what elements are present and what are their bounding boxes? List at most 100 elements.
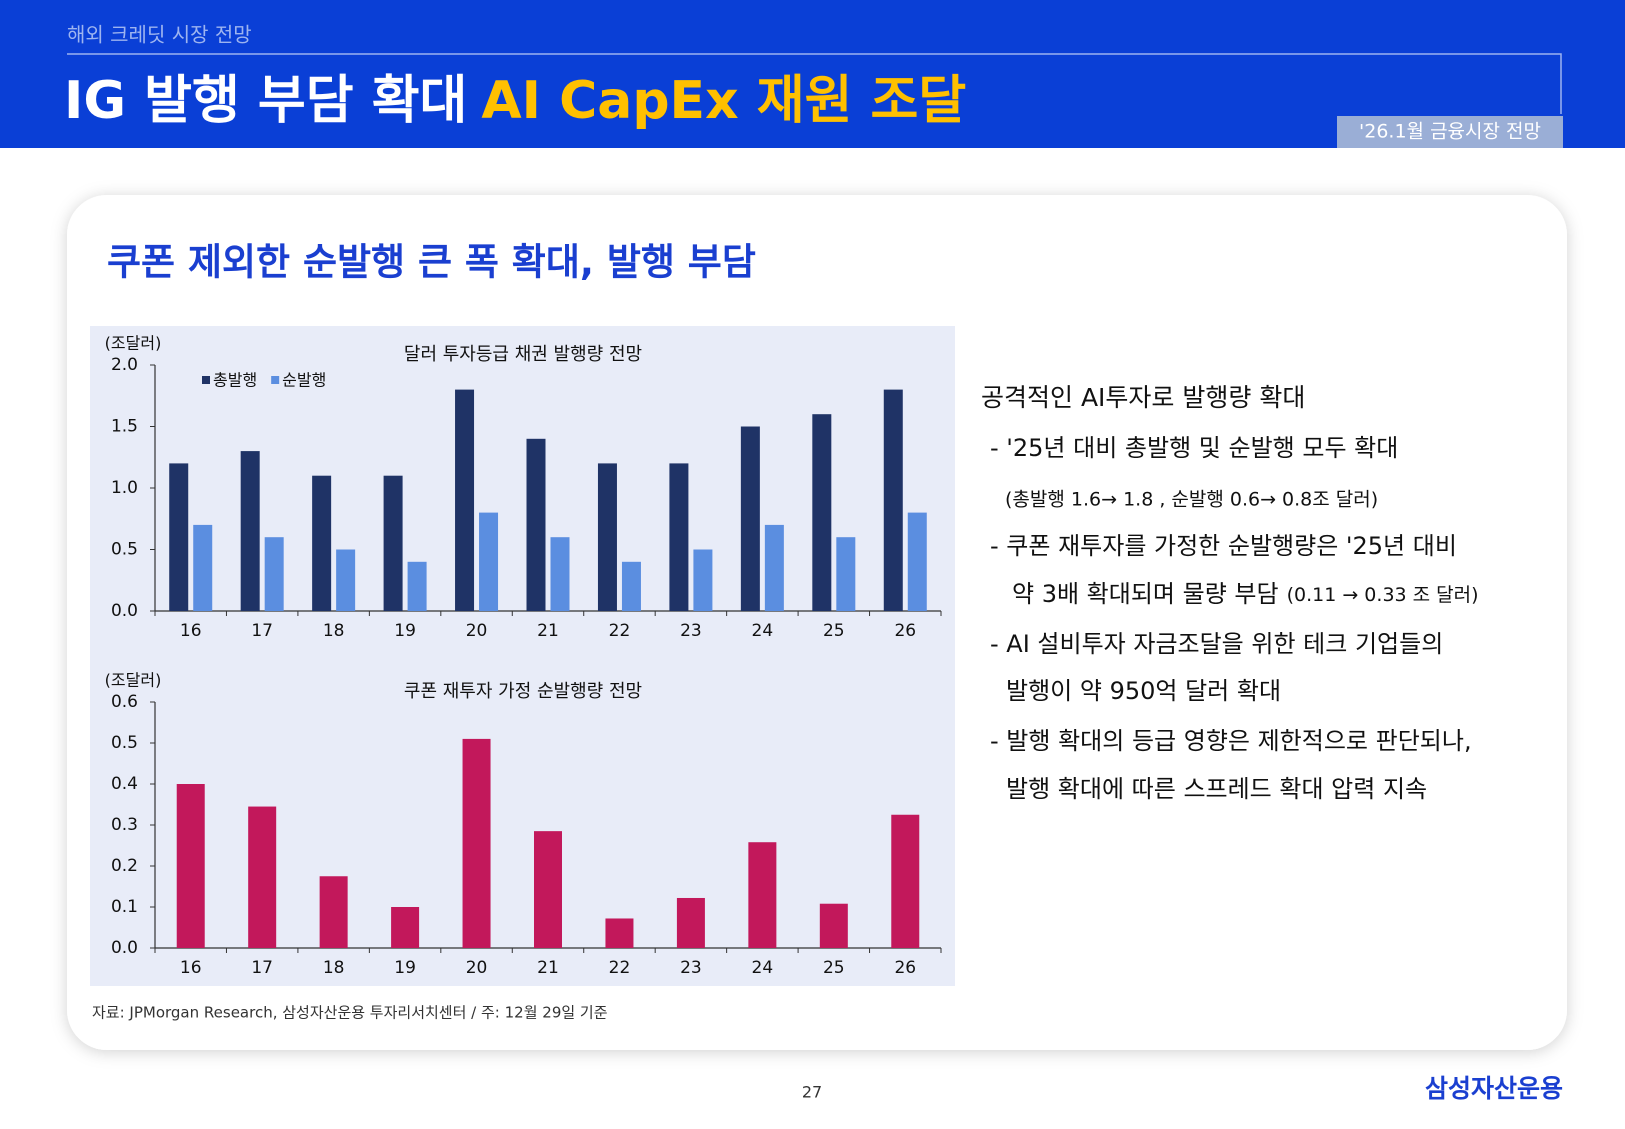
x-tick-label: 26 bbox=[894, 958, 916, 978]
bar bbox=[407, 561, 427, 611]
commentary-line: 발행이 약 950억 달러 확대 bbox=[1006, 677, 1281, 705]
commentary-line: 발행 확대에 따른 스프레드 확대 압력 지속 bbox=[1006, 775, 1427, 803]
header-rule bbox=[67, 53, 1562, 114]
bar bbox=[597, 463, 617, 611]
bar bbox=[455, 389, 475, 611]
commentary-line: (총발행 1.6→ 1.8 , 순발행 0.6→ 0.8조 달러) bbox=[1005, 489, 1378, 511]
commentary-heading: 공격적인 AI투자로 발행량 확대 bbox=[981, 383, 1305, 412]
bar bbox=[479, 512, 499, 611]
commentary-line: 약 3배 확대되며 물량 부담 bbox=[1012, 580, 1279, 608]
bar bbox=[550, 537, 570, 611]
title: IG 발행 부담 확대 AI CapEx 재원 조달 bbox=[64, 71, 966, 131]
commentary-line: - 발행 확대의 등급 영향은 제한적으로 판단되나, bbox=[990, 727, 1472, 755]
commentary-line: - AI 설비투자 자금조달을 위한 테크 기업들의 bbox=[990, 630, 1443, 658]
x-tick-label: 18 bbox=[323, 621, 345, 641]
bar bbox=[462, 738, 491, 948]
y-axis-label: (조달러) bbox=[105, 671, 162, 690]
x-tick-label: 21 bbox=[537, 958, 559, 978]
y-axis-label: (조달러) bbox=[105, 334, 162, 353]
x-tick-label: 24 bbox=[752, 621, 774, 641]
y-tick-label: 2.0 bbox=[111, 355, 138, 375]
y-tick-label: 0.3 bbox=[111, 815, 138, 835]
bar bbox=[526, 438, 546, 611]
tag-box bbox=[1337, 116, 1563, 148]
y-tick-label: 0.4 bbox=[111, 774, 138, 794]
y-tick-label: 1.5 bbox=[111, 417, 138, 437]
commentary-line: - '25년 대비 총발행 및 순발행 모두 확대 bbox=[990, 434, 1398, 462]
bar bbox=[891, 814, 920, 948]
tag: '26.1월 금융시장 전망 bbox=[1359, 121, 1541, 143]
page-number: 27 bbox=[802, 1083, 822, 1102]
commentary-line: (0.11 → 0.33 조 달러) bbox=[1287, 584, 1479, 606]
commentary-line: 약 3배 확대되며 물량 부담 (0.11 → 0.33 조 달러) bbox=[1012, 580, 1479, 608]
bar bbox=[169, 463, 189, 611]
legend-label: 순발행 bbox=[282, 371, 326, 390]
x-tick-label: 22 bbox=[609, 958, 631, 978]
bar bbox=[748, 842, 777, 948]
x-tick-label: 17 bbox=[251, 958, 273, 978]
x-tick-label: 19 bbox=[394, 958, 416, 978]
x-tick-label: 20 bbox=[466, 621, 488, 641]
chart-title: 쿠폰 재투자 가정 순발행량 전망 bbox=[404, 681, 642, 702]
bar bbox=[248, 806, 277, 948]
bar bbox=[391, 907, 420, 948]
bar bbox=[621, 561, 641, 611]
bar bbox=[264, 537, 284, 611]
bar bbox=[907, 512, 927, 611]
x-tick-label: 23 bbox=[680, 958, 702, 978]
x-tick-label: 23 bbox=[680, 621, 702, 641]
bar bbox=[764, 524, 784, 611]
section-label: 해외 크레딧 시장 전망 bbox=[67, 23, 252, 47]
bar bbox=[836, 537, 856, 611]
chart-title: 달러 투자등급 채권 발행량 전망 bbox=[404, 344, 642, 365]
y-tick-label: 0.0 bbox=[111, 601, 138, 621]
x-tick-label: 25 bbox=[823, 958, 845, 978]
x-tick-label: 17 bbox=[251, 621, 273, 641]
bar bbox=[693, 549, 713, 611]
x-tick-label: 16 bbox=[180, 621, 202, 641]
bar bbox=[193, 524, 213, 611]
bar bbox=[319, 876, 348, 948]
legend-swatch bbox=[271, 376, 280, 384]
legend-label: 총발행 bbox=[213, 371, 257, 390]
y-tick-label: 0.0 bbox=[111, 938, 138, 958]
bar bbox=[819, 903, 848, 948]
y-tick-label: 0.6 bbox=[111, 692, 138, 712]
bar bbox=[883, 389, 903, 611]
x-tick-label: 22 bbox=[609, 621, 631, 641]
y-tick-label: 1.0 bbox=[111, 478, 138, 498]
bar bbox=[534, 831, 562, 948]
bar bbox=[176, 784, 205, 948]
chart-panel bbox=[90, 326, 955, 986]
bar bbox=[240, 451, 260, 611]
bar bbox=[676, 897, 705, 948]
y-tick-label: 0.1 bbox=[111, 897, 138, 917]
x-tick-label: 20 bbox=[466, 958, 488, 978]
x-tick-label: 18 bbox=[323, 958, 345, 978]
x-tick-label: 24 bbox=[752, 958, 774, 978]
y-tick-label: 0.5 bbox=[111, 733, 138, 753]
x-tick-label: 25 bbox=[823, 621, 845, 641]
logo: 삼성자산운용 bbox=[1425, 1074, 1563, 1103]
bar bbox=[740, 426, 760, 611]
bar bbox=[383, 475, 403, 611]
title-main: IG 발행 부담 확대 bbox=[64, 71, 467, 131]
subtitle: 쿠폰 제외한 순발행 큰 폭 확대, 발행 부담 bbox=[107, 241, 756, 284]
bar bbox=[312, 475, 332, 611]
commentary-line: - 쿠폰 재투자를 가정한 순발행량은 '25년 대비 bbox=[990, 532, 1457, 560]
x-tick-label: 21 bbox=[537, 621, 559, 641]
y-tick-label: 0.2 bbox=[111, 856, 138, 876]
bar bbox=[605, 918, 634, 948]
y-tick-label: 0.5 bbox=[111, 540, 138, 560]
title-accent: AI CapEx 재원 조달 bbox=[481, 71, 966, 131]
x-tick-label: 16 bbox=[180, 958, 202, 978]
x-tick-label: 19 bbox=[394, 621, 416, 641]
x-tick-label: 26 bbox=[894, 621, 916, 641]
bar bbox=[669, 463, 689, 611]
legend-swatch bbox=[202, 376, 210, 384]
bar bbox=[336, 549, 356, 611]
source: 자료: JPMorgan Research, 삼성자산운용 투자리서치센터 / … bbox=[92, 1004, 608, 1022]
bar bbox=[812, 414, 832, 611]
